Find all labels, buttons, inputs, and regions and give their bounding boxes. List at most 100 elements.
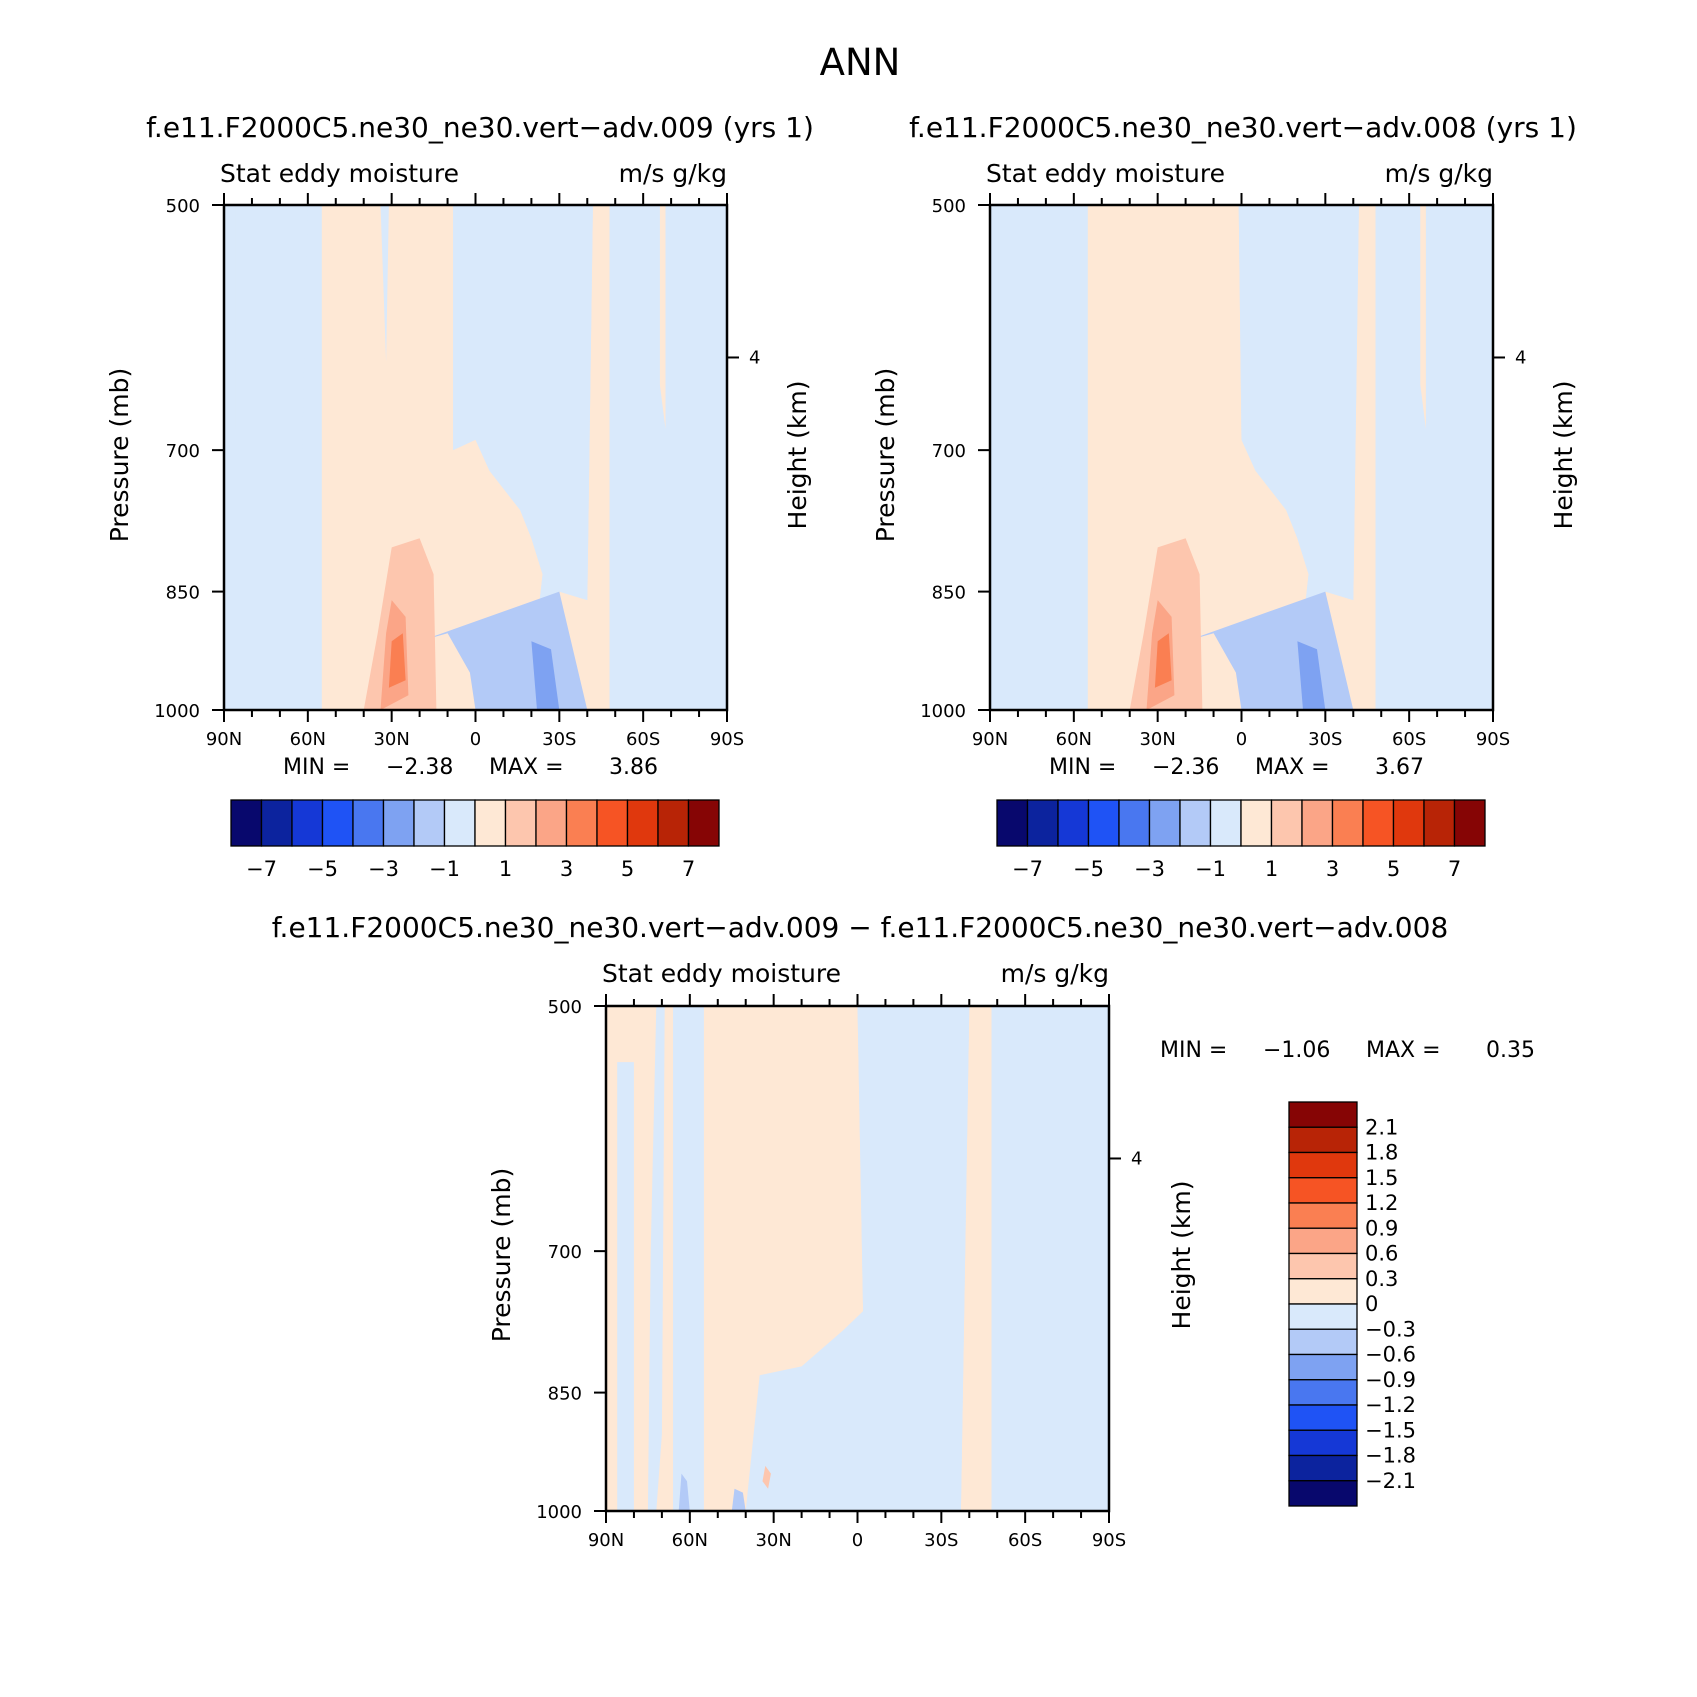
contour-region [224,205,322,710]
figure-title: ANN [820,41,901,84]
contour-region [453,205,593,626]
colorbar-box [535,799,568,847]
colorbar-box [1240,799,1273,847]
colorbar-label: 1.8 [1365,1141,1398,1165]
panel-2-plot: 90N 60N 30N 0 30S 60S 90S 500 700 850 1000 4 [920,193,1526,750]
colorbar-box [230,799,263,847]
x-tick-label: 30N [373,729,409,750]
y-tick-label: 700 [548,1242,582,1263]
colorbar-label: 1 [1265,857,1278,881]
x-tick-label: 60S [1008,1530,1042,1551]
y-tick-label: 500 [166,196,200,217]
colorbar-label: 1.2 [1365,1191,1398,1215]
x-tick-label: 60N [290,729,326,750]
contour-region [731,1488,746,1511]
contour-region [1238,205,1359,626]
panel-1-max-value: 3.86 [609,755,658,780]
x-tick-label: 0 [1236,729,1247,750]
panel-2-min-label: MIN = [1049,755,1116,780]
panel-1-title: f.e11.F2000C5.ne30_ne30.vert−adv.009 (yr… [146,111,814,144]
contour-region [647,1006,665,1511]
colorbar-label: −7 [1012,857,1043,881]
colorbar-box [596,799,629,847]
panel-3-ylabel: Pressure (mb) [487,1168,516,1342]
x-tick-label: 0 [852,1530,863,1551]
colorbar-box [1331,799,1364,847]
colorbar-box [443,799,476,847]
colorbar-box [1288,1328,1358,1356]
colorbar-label: −1 [1195,857,1226,881]
contour-region [762,1465,771,1489]
colorbar-label: −1 [429,857,460,881]
colorbar-box [1288,1278,1358,1305]
height-tick-label: 4 [1131,1148,1142,1169]
colorbar-box [687,799,720,847]
colorbar-label: −1.5 [1365,1418,1416,1442]
colorbar-box [504,799,537,847]
panel-2-ylabel: Pressure (mb) [871,368,900,542]
y-tick-label: 700 [932,441,966,462]
y-tick-label: 1000 [920,701,966,722]
colorbar-box [352,799,385,847]
colorbar-label: 7 [682,857,695,881]
colorbar-box [260,799,293,847]
colorbar-label: 5 [621,857,634,881]
panel-1-plot: 90N 60N 30N 0 30S 60S 90S 500 700 850 1000 4 [154,193,760,750]
x-tick-label: 30S [924,1530,958,1551]
contour-region [990,205,1088,710]
y-tick-label: 850 [166,583,200,604]
colorbar-label: −5 [307,857,338,881]
contour-region [1420,205,1426,429]
colorbar-box [1362,799,1395,847]
panel-1-ylabel: Pressure (mb) [105,368,134,542]
panel-3-right-string: m/s g/kg [1001,959,1109,988]
colorbar-box [1288,1177,1358,1204]
panel-1-max-label: MAX = [489,755,564,780]
x-tick-label: 30N [1139,729,1175,750]
height-tick-label: 4 [749,347,760,368]
colorbar-box [321,799,354,847]
contour-region [857,1006,970,1511]
y-tick-label: 500 [932,196,966,217]
panel-3-colorbar: 2.11.81.51.20.90.60.30−0.3−0.6−0.9−1.2−1… [1288,1101,1416,1507]
y-tick-label: 1000 [154,701,200,722]
panel-1: f.e11.F2000C5.ne30_ne30.vert−adv.009 (yr… [105,111,814,881]
colorbar-label: 0.6 [1365,1242,1398,1266]
panel-3-max-label: MAX = [1366,1038,1441,1063]
panel-1-min-value: −2.38 [386,755,453,780]
colorbar-label: 1 [499,857,512,881]
x-tick-label: 90N [972,729,1008,750]
colorbar-label: 3 [1326,857,1339,881]
colorbar-box [1288,1101,1358,1128]
height-tick-label: 4 [1515,347,1526,368]
y-tick-label: 850 [548,1384,582,1405]
panel-2-right-string: m/s g/kg [1385,159,1493,188]
panel-2: f.e11.F2000C5.ne30_ne30.vert−adv.008 (yr… [871,111,1578,881]
panel-3-left-string: Stat eddy moisture [602,959,841,988]
x-tick-label: 90N [588,1530,624,1551]
y-tick-label: 850 [932,583,966,604]
colorbar-label: 1.5 [1365,1166,1398,1190]
colorbar-label: −1.8 [1365,1444,1416,1468]
x-tick-label: 90S [1476,729,1510,750]
x-tick-label: 90S [1092,1530,1126,1551]
panel-1-left-string: Stat eddy moisture [220,159,459,188]
panel-2-title: f.e11.F2000C5.ne30_ne30.vert−adv.008 (yr… [909,111,1577,144]
colorbar-box [1288,1454,1358,1482]
panel-3-title: f.e11.F2000C5.ne30_ne30.vert−adv.009 − f… [272,911,1449,944]
contour-region [531,641,560,710]
x-tick-label: 90S [710,729,744,750]
contour-region [991,1006,1109,1511]
contour-region [609,205,727,710]
colorbar-label: −3 [368,857,399,881]
panel-2-left-string: Stat eddy moisture [986,159,1225,188]
colorbar-box [1057,799,1090,847]
colorbar-box [1288,1227,1358,1255]
contour-region [960,1006,992,1511]
colorbar-box [1288,1126,1358,1154]
x-tick-label: 60N [1056,729,1092,750]
colorbar-box [1087,799,1120,847]
panel-1-min-label: MIN = [283,755,350,780]
colorbar-box [1179,799,1212,847]
